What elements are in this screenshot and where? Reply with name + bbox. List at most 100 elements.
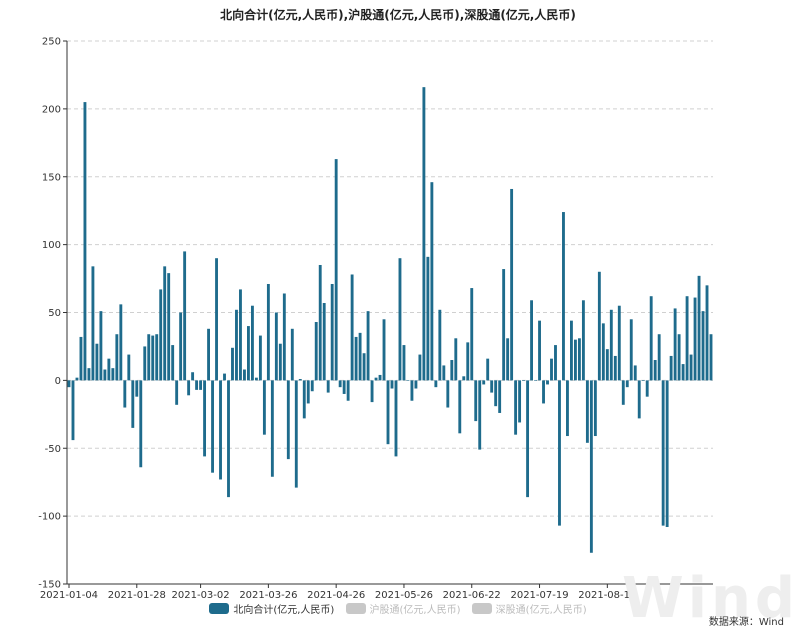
bar xyxy=(362,353,366,381)
bar xyxy=(406,380,410,381)
bar xyxy=(87,368,91,381)
bar xyxy=(570,320,573,381)
bar xyxy=(211,380,214,473)
bar xyxy=(191,372,195,381)
bar xyxy=(442,365,446,381)
bar xyxy=(187,380,191,396)
bar xyxy=(119,304,123,381)
bar xyxy=(326,380,330,393)
bar xyxy=(629,319,633,381)
x-tick-label: 2021-03-02 xyxy=(172,590,230,600)
bar xyxy=(554,345,557,381)
bar xyxy=(346,380,350,401)
y-tick-label: 200 xyxy=(42,104,61,115)
bar xyxy=(378,374,382,381)
bar xyxy=(151,335,155,381)
bar xyxy=(262,380,266,435)
bar xyxy=(538,320,541,381)
bar xyxy=(175,380,179,405)
bar xyxy=(597,271,601,381)
chart-title: 北向合计(亿元,人民币),沪股通(亿元,人民币),深股通(亿元,人民币) xyxy=(220,8,576,22)
bar xyxy=(625,380,629,388)
bar xyxy=(661,380,665,526)
bar xyxy=(502,269,506,381)
bar xyxy=(558,380,561,526)
bar xyxy=(673,308,677,381)
bar xyxy=(382,319,386,381)
bar xyxy=(247,326,250,381)
legend-item-shanghai[interactable]: 沪股通(亿元,人民币) xyxy=(345,601,461,616)
bar xyxy=(601,323,605,381)
bar xyxy=(374,377,378,381)
bar xyxy=(593,380,597,437)
bar xyxy=(294,380,298,488)
bar xyxy=(227,380,230,498)
bar xyxy=(334,159,338,381)
bar xyxy=(207,328,210,381)
bar xyxy=(354,336,358,381)
legend-item-northbound[interactable]: 北向合计(亿元,人民币) xyxy=(209,601,334,616)
bar xyxy=(115,334,119,381)
y-tick-label: 50 xyxy=(48,308,61,319)
bar xyxy=(278,343,282,381)
bar xyxy=(466,342,470,381)
bar xyxy=(494,380,498,407)
x-tick-label: 2021-01-04 xyxy=(40,590,98,600)
bar xyxy=(510,188,514,381)
legend-label-shenzhen: 深股通(亿元,人民币) xyxy=(495,605,587,616)
legend-label-shanghai: 沪股通(亿元,人民币) xyxy=(369,605,461,616)
bar xyxy=(71,380,75,441)
bar xyxy=(546,380,549,385)
bar xyxy=(470,288,474,381)
bar xyxy=(585,380,589,443)
bar xyxy=(685,296,689,381)
bar xyxy=(91,266,95,381)
bar xyxy=(402,345,406,381)
bar xyxy=(179,312,183,381)
x-tick-label: 2021-07-19 xyxy=(510,590,568,600)
legend-item-shenzhen[interactable]: 深股通(亿元,人民币) xyxy=(471,601,587,616)
bar xyxy=(79,336,83,381)
bar xyxy=(522,380,526,381)
legend-swatch-northbound xyxy=(209,603,230,614)
bar xyxy=(709,334,713,381)
bar xyxy=(254,377,258,381)
bar xyxy=(446,380,450,408)
bar xyxy=(250,305,254,381)
bar xyxy=(422,87,426,381)
bar xyxy=(266,283,270,381)
bar xyxy=(243,369,246,381)
bar xyxy=(258,335,262,381)
bar xyxy=(358,332,362,381)
bar xyxy=(139,380,143,468)
bar xyxy=(426,256,430,381)
bar-series xyxy=(67,87,713,553)
bar xyxy=(653,360,657,381)
bar xyxy=(689,354,693,381)
bar xyxy=(514,380,518,435)
bar xyxy=(167,273,171,381)
bar xyxy=(669,355,673,381)
bar xyxy=(147,334,151,381)
bar xyxy=(203,380,207,457)
bar xyxy=(649,296,653,381)
bar xyxy=(199,380,203,390)
bar xyxy=(693,297,697,381)
bar xyxy=(131,380,135,428)
bar xyxy=(665,380,669,527)
bar xyxy=(282,293,286,381)
bar xyxy=(330,283,334,381)
wind-watermark: Wind xyxy=(622,566,796,631)
bar xyxy=(159,289,163,381)
bar xyxy=(490,380,494,393)
bar xyxy=(581,300,585,381)
bar xyxy=(239,289,242,381)
x-tick-label: 2021-04-26 xyxy=(307,590,365,600)
bar xyxy=(231,347,234,381)
bar xyxy=(183,251,187,381)
bar xyxy=(394,380,398,457)
bar xyxy=(458,380,462,434)
bar xyxy=(506,338,510,381)
bar xyxy=(657,334,661,381)
bar xyxy=(641,380,645,381)
